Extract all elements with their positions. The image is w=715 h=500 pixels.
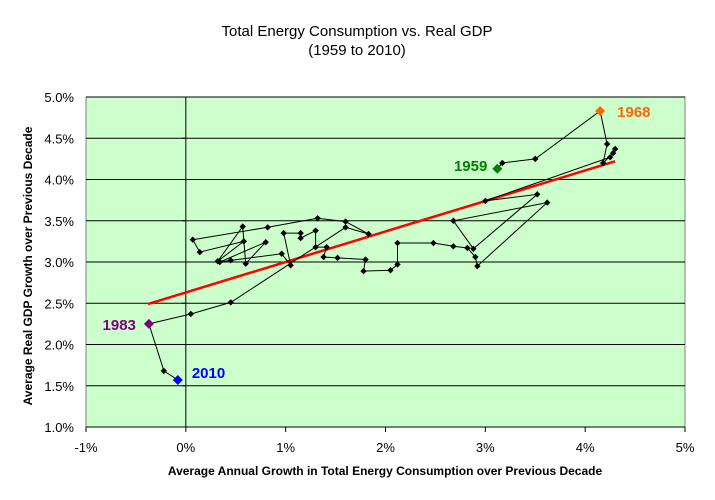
annotation-marker-1959 (492, 163, 503, 174)
data-point (227, 257, 234, 264)
data-point (470, 245, 477, 252)
data-point (450, 243, 457, 250)
data-point (314, 215, 321, 222)
data-point (360, 267, 367, 275)
annotation-label-1968: 1968 (617, 104, 650, 121)
y-tick-label: 4.5% (44, 131, 74, 146)
y-tick-label: 4.0% (44, 173, 74, 188)
data-point (430, 239, 437, 247)
data-point (599, 159, 607, 167)
data-point (323, 243, 330, 251)
chart-title: Total Energy Consumption vs. Real GDP (222, 23, 493, 40)
x-tick-label: 5% (676, 440, 695, 455)
data-point (240, 238, 247, 245)
data-point (160, 367, 168, 375)
data-point (472, 253, 479, 261)
annotation-marker-1968 (595, 106, 606, 117)
annotation-marker-2010 (172, 374, 183, 385)
data-point (334, 254, 341, 262)
data-point (365, 230, 372, 238)
data-point (262, 239, 269, 246)
data-point (474, 262, 481, 270)
chart-subtitle: (1959 to 2010) (308, 42, 406, 59)
data-point (278, 250, 285, 257)
data-point (227, 299, 234, 306)
data-point (189, 236, 197, 243)
data-point (320, 253, 327, 261)
data-point (394, 239, 401, 247)
data-point (312, 243, 319, 251)
data-point (280, 229, 287, 237)
x-tick-label: 2% (376, 440, 395, 455)
tick-labels: -1% 0% 1% 2% 3% 4% 5% 1.0% 1.5% 2.0% 2.5% 3.0% 3.5% 4… (44, 90, 694, 455)
annotations: 1968 1959 1983 2010 (103, 104, 651, 385)
annotation-label-1983: 1983 (103, 317, 136, 334)
data-point (239, 223, 246, 230)
x-tick-label: -1% (74, 440, 98, 455)
data-point (342, 218, 349, 225)
data-point (242, 260, 249, 267)
data-point (214, 257, 221, 265)
y-tick-label: 5.0% (44, 90, 74, 105)
y-tick-label: 2.5% (44, 296, 74, 311)
axes (85, 96, 686, 432)
data-point (544, 199, 551, 206)
data-point (264, 224, 271, 231)
data-point (499, 159, 506, 167)
data-point (611, 145, 619, 153)
annotation-label-2010: 2010 (192, 365, 225, 382)
data-point (312, 227, 319, 234)
data-point (464, 244, 471, 252)
data-point (297, 234, 304, 242)
x-axis-label: Average Annual Growth in Total Energy Co… (168, 464, 603, 478)
y-tick-label: 3.5% (44, 214, 74, 229)
y-tick-label: 2.0% (44, 338, 74, 353)
x-tick-label: 4% (576, 440, 595, 455)
data-point (362, 256, 369, 263)
data-point (187, 310, 195, 318)
data-point (394, 261, 401, 268)
x-tick-label: 0% (176, 440, 195, 455)
annotation-label-1959: 1959 (454, 158, 487, 175)
data-point (482, 197, 489, 205)
data-point (606, 154, 614, 161)
trend-line (147, 160, 616, 306)
data-point (297, 229, 304, 237)
data-point (387, 267, 394, 274)
y-tick-label: 3.0% (44, 255, 74, 270)
data-point (534, 191, 541, 198)
data-point (532, 155, 539, 163)
x-tick-label: 3% (476, 440, 495, 455)
annotation-marker-1983 (143, 318, 154, 329)
data-point (603, 140, 611, 148)
y-tick-label: 1.5% (44, 379, 74, 394)
x-tick-label: 1% (276, 440, 295, 455)
data-point (287, 262, 294, 269)
data-point (196, 248, 204, 256)
y-tick-label: 1.0% (44, 420, 74, 435)
data-point (342, 224, 349, 231)
data-point (450, 217, 457, 224)
y-axis-label: Average Real GDP Growth over Previous De… (21, 126, 35, 405)
